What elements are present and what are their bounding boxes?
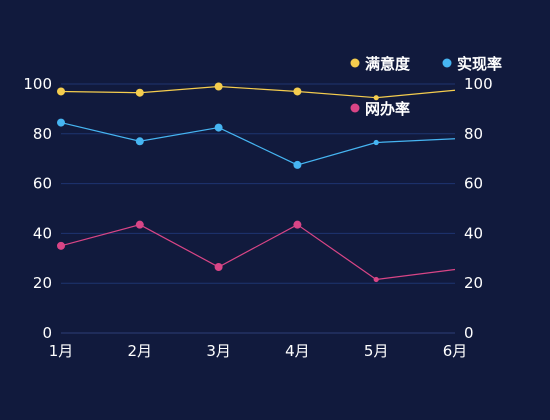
series-line [60,122,456,166]
y-tick-label: 40 [33,224,52,242]
x-tick-label: 3月 [206,342,231,360]
data-point [214,123,223,132]
grid-lines [61,83,455,334]
data-point [293,87,302,96]
data-point [214,82,223,91]
data-point [135,137,144,146]
y-tick-label: 80 [33,125,52,143]
legend-label: 实现率 [457,55,502,73]
y-tick-label: 60 [33,175,52,193]
x-tick-label: 6月 [443,342,468,360]
y2-tick-label: 20 [464,274,483,292]
data-point [135,220,144,229]
series-line [60,223,456,281]
data-point [57,87,65,96]
left-y-axis: 0 20 40 60 80 100 [23,75,52,342]
data-point [214,263,223,272]
y2-tick-label: 40 [464,224,483,242]
legend-marker [442,58,452,68]
y2-tick-label: 100 [464,75,493,93]
series-layer [57,82,456,283]
legend-item[interactable]: 实现率 [442,55,503,73]
legend-marker [350,58,360,68]
y2-tick-label: 0 [464,324,474,342]
data-point [57,241,65,250]
y-tick-label: 20 [33,274,52,292]
x-tick-label: 1月 [49,342,74,360]
data-point [373,95,379,101]
data-point [373,139,379,146]
y2-tick-label: 80 [464,125,483,143]
data-point [373,276,379,283]
right-y-axis: 0 20 40 60 80 100 [464,75,493,342]
legend-label: 满意度 [365,55,411,73]
legend-label: 网办率 [365,100,410,118]
x-tick-label: 5月 [364,342,389,360]
y2-tick-label: 60 [464,175,483,193]
y-tick-label: 0 [42,324,52,342]
x-tick-label: 2月 [128,342,153,360]
data-point [57,118,65,127]
y-tick-label: 100 [23,75,52,93]
x-tick-label: 4月 [285,342,310,360]
x-axis: 1月 2月 3月 4月 5月 6月 [49,342,468,360]
series-line [60,85,456,99]
data-point [293,220,302,229]
legend-item[interactable]: 网办率 [350,100,411,118]
data-point [293,160,302,169]
data-point [135,88,144,97]
legend-marker [350,103,360,113]
legend-item[interactable]: 满意度 [350,55,412,73]
